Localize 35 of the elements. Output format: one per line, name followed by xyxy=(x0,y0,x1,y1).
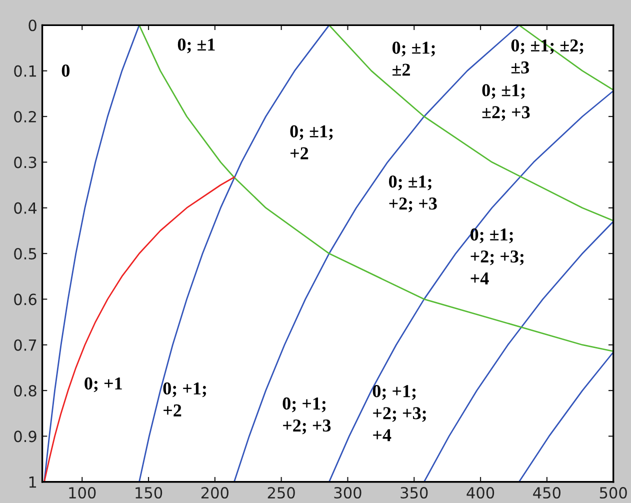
y-tick-label: 0.2 xyxy=(14,110,36,123)
annotation: 0; ±1; +2; +3 xyxy=(389,175,437,212)
annotation: 0; +1; +2; +3 xyxy=(282,397,331,434)
y-tick-label: 0 xyxy=(28,20,36,32)
x-tick-label: 450 xyxy=(533,487,560,499)
x-tick-label: 400 xyxy=(466,487,494,499)
line-series xyxy=(138,25,614,352)
y-tick-label: 0.6 xyxy=(14,294,36,306)
annotation: 0; ±1; ±2 xyxy=(392,42,435,76)
y-tick-label: 0.4 xyxy=(14,202,37,214)
annotation: 0 xyxy=(62,64,70,77)
annotation: 0; ±1; ±2; +3 xyxy=(482,84,530,121)
annotation: 0; +1; +2 xyxy=(163,382,206,416)
x-tick-label: 150 xyxy=(136,487,162,499)
x-tick-label: 500 xyxy=(600,487,627,499)
x-tick-label: 350 xyxy=(400,487,428,499)
annotation: 0; +1 xyxy=(84,377,122,392)
line-series xyxy=(44,176,235,482)
x-tick-label: 200 xyxy=(201,487,228,499)
annotation: 0; ±1 xyxy=(178,38,215,54)
annotation: 0; +1; +2; +3; +4 xyxy=(372,385,426,442)
x-tick-label: 250 xyxy=(268,487,295,499)
x-tick-label: 300 xyxy=(334,487,362,499)
x-tick-label: 100 xyxy=(69,487,96,499)
y-tick-label: 0.7 xyxy=(14,339,36,351)
y-tick-label: 1 xyxy=(29,476,36,488)
y-tick-label: 0.9 xyxy=(14,430,36,442)
annotation: 0; ±1; +2; +3; +4 xyxy=(470,228,524,284)
y-tick-label: 0.1 xyxy=(14,65,36,77)
line-series xyxy=(44,25,140,482)
annotation: 0; ±1; +2 xyxy=(290,125,333,160)
line-series xyxy=(518,351,614,482)
y-tick-label: 0.8 xyxy=(14,384,36,397)
y-tick-label: 0.3 xyxy=(14,156,36,168)
y-tick-label: 0.5 xyxy=(14,248,36,260)
